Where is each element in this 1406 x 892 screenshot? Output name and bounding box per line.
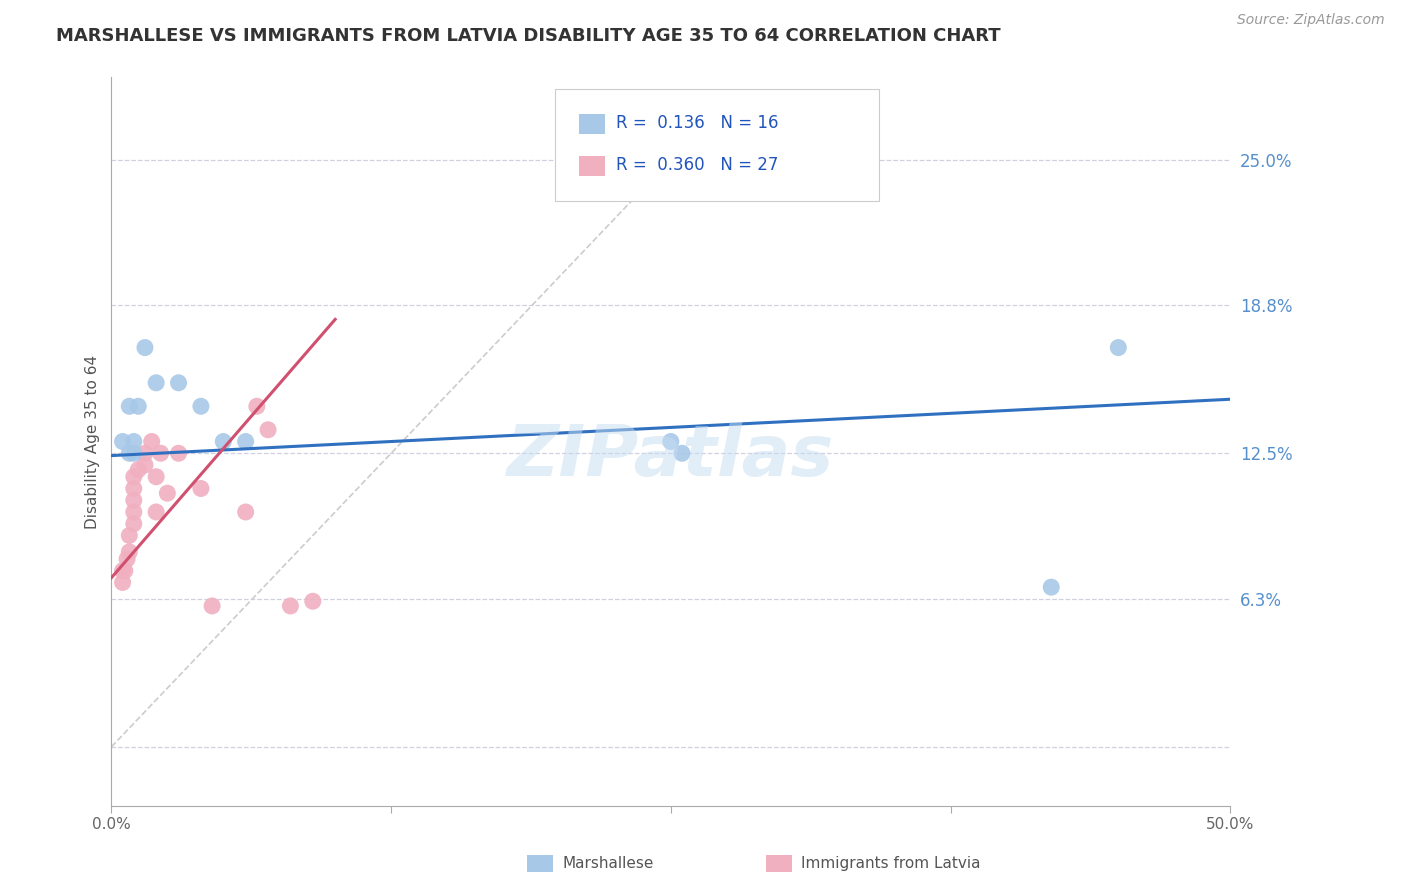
Point: [301, 594, 323, 608]
Point: [145, 469, 167, 483]
Point: [156, 486, 179, 500]
Point: [1040, 580, 1063, 594]
Point: [122, 482, 145, 496]
Point: [671, 446, 693, 460]
Point: [201, 599, 224, 613]
Point: [145, 505, 167, 519]
Text: ZIPatlas: ZIPatlas: [508, 422, 835, 491]
Point: [127, 399, 149, 413]
Point: [122, 469, 145, 483]
Point: [118, 528, 141, 542]
Text: Source: ZipAtlas.com: Source: ZipAtlas.com: [1237, 13, 1385, 28]
Point: [145, 376, 167, 390]
Point: [115, 552, 138, 566]
Point: [122, 434, 145, 449]
Point: [167, 376, 190, 390]
Point: [190, 399, 212, 413]
Point: [235, 434, 257, 449]
Point: [134, 446, 156, 460]
Point: [122, 505, 145, 519]
Point: [127, 463, 149, 477]
Point: [235, 505, 257, 519]
Point: [114, 564, 136, 578]
Point: [257, 423, 280, 437]
Text: Immigrants from Latvia: Immigrants from Latvia: [801, 856, 981, 871]
Text: MARSHALLESE VS IMMIGRANTS FROM LATVIA DISABILITY AGE 35 TO 64 CORRELATION CHART: MARSHALLESE VS IMMIGRANTS FROM LATVIA DI…: [56, 27, 1001, 45]
Point: [1107, 341, 1129, 355]
Point: [111, 434, 134, 449]
Y-axis label: Disability Age 35 to 64: Disability Age 35 to 64: [86, 354, 100, 529]
Point: [167, 446, 190, 460]
Point: [190, 482, 212, 496]
Point: [122, 516, 145, 531]
Point: [111, 564, 134, 578]
Point: [280, 599, 302, 613]
Point: [141, 434, 163, 449]
Point: [111, 575, 134, 590]
Text: R =  0.136   N = 16: R = 0.136 N = 16: [616, 114, 779, 132]
Text: R =  0.360   N = 27: R = 0.360 N = 27: [616, 156, 778, 174]
Point: [122, 493, 145, 508]
Point: [122, 446, 145, 460]
Point: [212, 434, 235, 449]
Text: Marshallese: Marshallese: [562, 856, 654, 871]
Point: [149, 446, 172, 460]
Point: [246, 399, 269, 413]
Point: [659, 434, 682, 449]
Point: [134, 458, 156, 472]
Point: [134, 341, 156, 355]
Point: [118, 446, 141, 460]
Point: [118, 545, 141, 559]
Point: [118, 399, 141, 413]
